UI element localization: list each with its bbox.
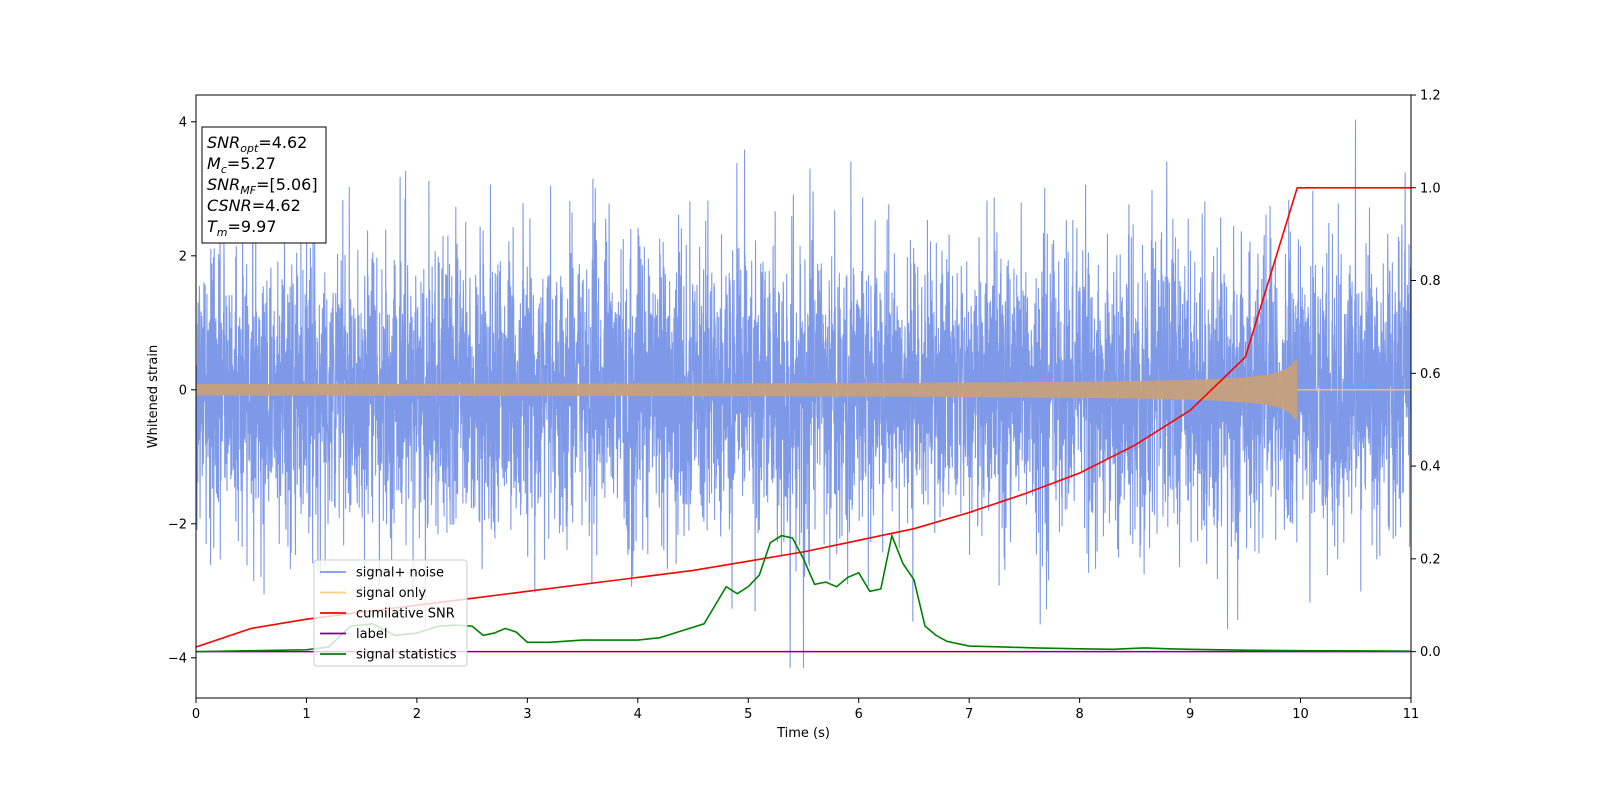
x-tick-label: 5 [744,707,752,722]
stats-line: Mc=5.27 [207,154,276,176]
y-right-tick-label: 1.2 [1420,89,1441,104]
stats-symbol: T [207,217,218,236]
stats-value: =[5.06] [256,175,318,194]
legend-label: signal only [356,586,426,601]
stats-subscript: opt [240,142,259,155]
series-signal-noise [195,119,1412,668]
stats-box: SNRopt=4.62Mc=5.27SNRMF=[5.06]CSNR=4.62T… [201,126,327,244]
y-right-axis-ticks: 0.0 0.2 0.4 0.6 0.8 1.0 1.2 [1411,89,1441,660]
legend-label: cumilative SNR [356,607,455,622]
x-tick-label: 11 [1403,707,1420,722]
series-signal-only [196,359,1411,420]
signal-noise-line [195,119,1412,668]
y-left-tick-label: −4 [168,651,187,666]
stats-symbol: SNR [207,175,240,194]
stats-value: =9.97 [228,217,277,236]
x-tick-label: 9 [1186,707,1194,722]
plot-frame [195,94,1412,699]
y-right-tick-label: 0.8 [1420,274,1441,289]
y-left-axis-ticks: −4 −2 0 2 4 [168,115,196,666]
stats-subscript: MF [240,184,256,197]
stats-line: CSNR=4.62 [207,196,301,215]
y-right-tick-label: 0.4 [1420,460,1441,475]
stats-box-frame [201,126,327,244]
y-left-tick-label: −2 [168,517,187,532]
y-right-tick-label: 0.6 [1420,367,1441,382]
x-tick-label: 7 [965,707,973,722]
stats-symbol: SNR [207,133,240,152]
stats-value: =4.62 [252,196,301,215]
x-tick-label: 0 [192,707,200,722]
y-left-tick-label: 2 [179,249,187,264]
stats-value: =4.62 [258,133,307,152]
x-tick-label: 8 [1075,707,1083,722]
x-tick-label: 2 [413,707,421,722]
y-left-tick-label: 4 [179,115,187,130]
legend: signal+ noise signal only cumilative SNR la… [313,559,468,667]
stats-subscript: m [217,226,228,239]
stats-line: Tm=9.97 [207,217,277,239]
stats-symbol: M [207,154,221,173]
legend-label: signal+ noise [356,566,444,581]
x-tick-label: 10 [1292,707,1309,722]
stats-symbol: CSNR [207,196,252,215]
signal-only-envelope [196,359,1298,420]
y-right-tick-label: 0.2 [1420,552,1441,567]
y-right-tick-label: 0.0 [1420,645,1441,660]
stats-value: =5.27 [227,154,276,173]
y-right-tick-label: 1.0 [1420,181,1441,196]
legend-label: signal statistics [356,648,457,663]
y-left-tick-label: 0 [179,383,187,398]
stats-line: SNRMF=[5.06] [207,175,318,197]
x-axis-label: Time (s) [776,726,830,741]
x-tick-label: 1 [302,707,310,722]
x-axis-ticks: 0 1 2 3 4 5 6 7 8 9 10 11 [192,698,1419,722]
stats-line: SNRopt=4.62 [207,133,307,155]
x-tick-label: 6 [855,707,863,722]
legend-label: label [356,627,387,642]
y-axis-label: Whitened strain [146,345,161,448]
x-tick-label: 3 [523,707,531,722]
x-tick-label: 4 [634,707,642,722]
legend-frame [313,559,468,667]
stats-subscript: c [221,163,227,176]
